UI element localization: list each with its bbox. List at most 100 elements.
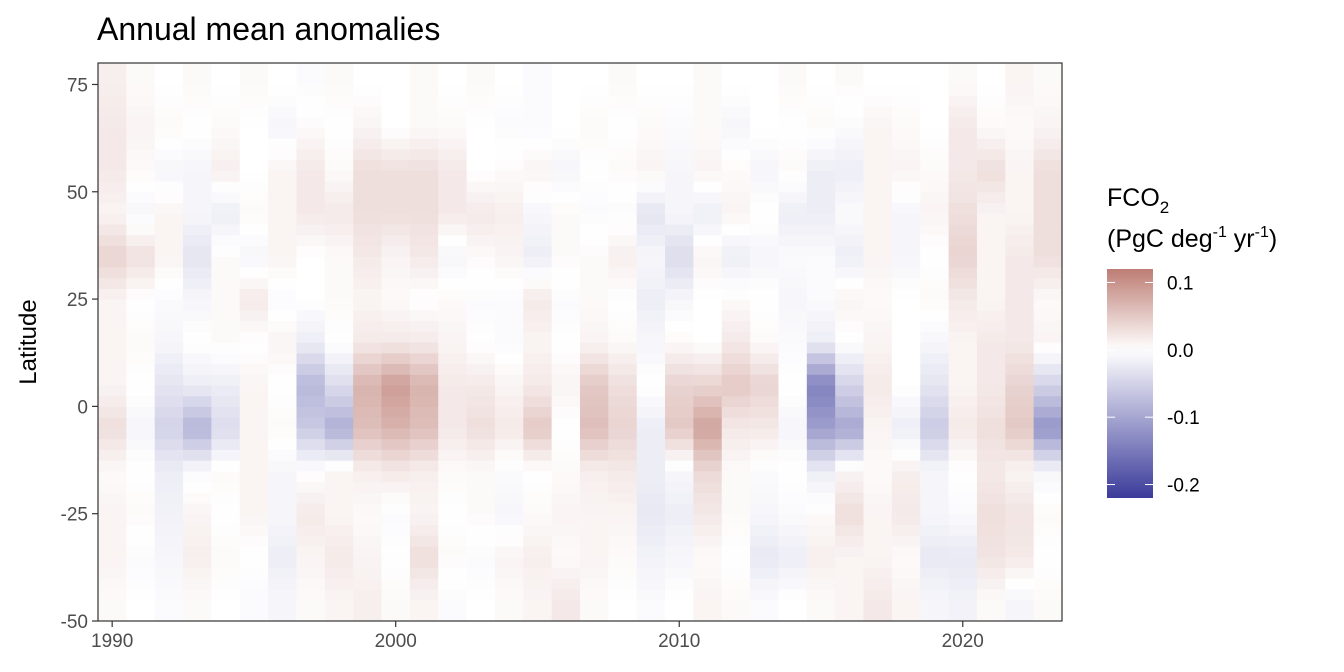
heatmap-cell: [268, 277, 298, 289]
heatmap-cell: [324, 256, 354, 268]
heatmap-cell: [494, 213, 524, 225]
heatmap-cell: [551, 342, 581, 354]
heatmap-cell: [409, 127, 439, 139]
heatmap-cell: [835, 588, 865, 601]
heatmap-cell: [268, 588, 298, 601]
heatmap-cell: [835, 299, 865, 311]
heatmap-cell: [1033, 191, 1063, 204]
heatmap-cell: [211, 470, 241, 483]
heatmap-cell: [948, 159, 978, 171]
heatmap-cell: [98, 567, 127, 579]
heatmap-cell: [551, 202, 581, 214]
heatmap-cell: [126, 213, 156, 225]
heatmap-cell: [154, 213, 184, 225]
heatmap-cell: [891, 213, 921, 225]
heatmap-cell: [126, 438, 156, 450]
heatmap-cell: [381, 417, 411, 429]
heatmap-cell: [891, 588, 921, 601]
heatmap-cell: [466, 170, 496, 182]
x-tick-label: 1990: [91, 631, 133, 652]
heatmap-cell: [778, 502, 808, 515]
heatmap-cell: [608, 481, 638, 493]
heatmap-cell: [494, 299, 524, 311]
heatmap-cell: [523, 159, 553, 171]
heatmap-cell: [608, 492, 638, 504]
heatmap-cell: [806, 578, 836, 590]
heatmap-cell: [268, 116, 298, 128]
x-tick-label: 2020: [942, 631, 984, 652]
heatmap-cell: [183, 395, 213, 407]
heatmap-cell: [381, 159, 411, 171]
heatmap-cell: [466, 331, 496, 343]
heatmap-cell: [1005, 342, 1035, 354]
heatmap-cell: [948, 309, 978, 322]
heatmap-cell: [494, 406, 524, 418]
heatmap-cell: [1005, 438, 1035, 450]
heatmap-cell: [920, 170, 950, 182]
heatmap-cell: [608, 599, 638, 611]
heatmap-cell: [750, 460, 780, 472]
heatmap-cell: [976, 320, 1006, 332]
heatmap-cell: [296, 492, 326, 504]
heatmap-cell: [891, 556, 921, 568]
heatmap-cell: [665, 352, 695, 365]
heatmap-cell: [1005, 266, 1035, 279]
heatmap-cell: [466, 460, 496, 472]
heatmap-cell: [466, 556, 496, 568]
heatmap-cell: [891, 342, 921, 354]
heatmap-cell: [976, 470, 1006, 483]
heatmap-cell: [523, 374, 553, 386]
heatmap-cell: [466, 266, 496, 279]
heatmap-cell: [438, 148, 468, 161]
heatmap-cell: [523, 105, 553, 118]
heatmap-cell: [580, 234, 609, 247]
heatmap-cell: [863, 535, 893, 547]
heatmap-cell: [976, 213, 1006, 225]
heatmap-cell: [693, 148, 723, 161]
heatmap-cell: [693, 417, 723, 429]
heatmap-cell: [353, 524, 383, 536]
heatmap-cell: [154, 363, 184, 375]
heatmap-cell: [665, 470, 695, 483]
heatmap-cell: [551, 309, 581, 322]
heatmap-cell: [580, 159, 609, 171]
heatmap-cell: [863, 95, 893, 107]
heatmap-cell: [693, 470, 723, 483]
heatmap-cell: [551, 63, 581, 75]
heatmap-cell: [920, 363, 950, 375]
heatmap-cell: [580, 438, 609, 450]
heatmap-cell: [693, 395, 723, 407]
heatmap-cell: [494, 438, 524, 450]
heatmap-cell: [608, 610, 638, 622]
heatmap-cell: [438, 331, 468, 343]
heatmap-cell: [353, 266, 383, 279]
heatmap-cell: [381, 266, 411, 279]
heatmap-cell: [98, 481, 127, 493]
heatmap-cell: [806, 513, 836, 526]
heatmap-cell: [580, 73, 609, 86]
heatmap-cell: [806, 427, 836, 440]
heatmap-cell: [324, 481, 354, 493]
heatmap-cell: [806, 159, 836, 171]
heatmap-cell: [239, 234, 269, 247]
heatmap-cell: [1033, 406, 1063, 418]
heatmap-cell: [693, 502, 723, 515]
heatmap-cell: [494, 309, 524, 322]
heatmap-cell: [693, 556, 723, 568]
heatmap-cell: [863, 449, 893, 461]
heatmap-cell: [324, 449, 354, 461]
heatmap-cell: [466, 148, 496, 161]
heatmap-cell: [580, 63, 609, 75]
heatmap-cell: [1033, 395, 1063, 407]
heatmap-cell: [268, 245, 298, 257]
heatmap-cell: [239, 95, 269, 107]
heatmap-cell: [183, 427, 213, 440]
heatmap-cell: [523, 256, 553, 268]
heatmap-cell: [324, 610, 354, 622]
heatmap-cell: [806, 342, 836, 354]
legend-tick-label: -0.1: [1167, 408, 1200, 429]
heatmap-cell: [239, 191, 269, 204]
heatmap-cell: [353, 460, 383, 472]
heatmap-cell: [268, 427, 298, 440]
heatmap-cell: [98, 460, 127, 472]
